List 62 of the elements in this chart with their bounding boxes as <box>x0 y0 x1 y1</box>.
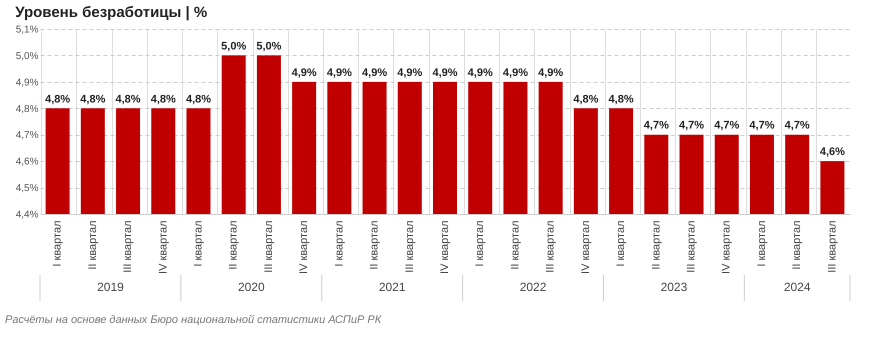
x-tick-label: I квартал <box>192 220 204 267</box>
data-label: 4,8% <box>150 93 176 106</box>
data-label: 4,8% <box>573 93 599 106</box>
text: Расчёты на основе данных Бюро национальной статистики АСПиР РК <box>5 314 382 326</box>
data-label: 4,7% <box>749 120 775 132</box>
data-label: 4,9% <box>292 66 317 79</box>
text: 2021 <box>378 280 406 294</box>
x-tick-label: II квартал <box>368 220 381 270</box>
data-label: 4,9% <box>538 66 564 79</box>
text: 2022 <box>520 280 547 294</box>
data-label: 4,8% <box>45 93 70 106</box>
data-label: 5,0% <box>221 40 246 52</box>
y-tick-label: 4,6% <box>16 156 39 168</box>
x-tick-label: I квартал <box>756 220 768 267</box>
data-label: 4,6% <box>820 146 846 158</box>
x-tick-label: IV квартал <box>298 220 310 274</box>
data-label: 4,8% <box>80 93 106 106</box>
x-tick-label: IV квартал <box>580 220 592 274</box>
x-tick-label: I квартал <box>333 220 346 267</box>
data-label: 5,0% <box>256 40 282 52</box>
text: 2024 <box>784 280 811 294</box>
data-label: 4,7% <box>644 120 670 132</box>
text: 2019 <box>97 280 124 294</box>
x-tick-label: III квартал <box>262 220 275 273</box>
x-tick-label: III квартал <box>544 220 557 273</box>
x-tick-label: III квартал <box>122 220 134 273</box>
y-tick-label: 4,9% <box>16 77 39 88</box>
x-tick-label: IV квартал <box>439 220 451 274</box>
data-label: 4,9% <box>397 66 423 79</box>
x-tick-label: III квартал <box>686 220 698 273</box>
x-tick-label: II квартал <box>650 220 662 270</box>
data-label: 4,7% <box>678 120 704 132</box>
x-tick-label: I квартал <box>474 220 486 267</box>
y-tick-label: 4,7% <box>16 130 39 142</box>
data-label: 4,9% <box>502 66 528 79</box>
data-label: 4,9% <box>362 66 388 79</box>
x-tick-label: I квартал <box>615 220 628 267</box>
x-tick-label: II квартал <box>509 220 522 270</box>
y-tick-label: 4,4% <box>16 210 39 220</box>
x-tick-label: IV квартал <box>157 220 170 274</box>
data-label: 4,9% <box>326 66 352 79</box>
data-label: 4,9% <box>468 66 493 79</box>
text: 2023 <box>660 280 688 294</box>
x-tick-label: II квартал <box>791 220 804 270</box>
text: 2020 <box>238 280 265 294</box>
data-label: 4,7% <box>714 120 740 132</box>
x-tick-label: II квартал <box>228 220 240 270</box>
data-label: 4,8% <box>116 93 141 106</box>
x-tick-label: I квартал <box>52 220 64 267</box>
chart-title: Уровень безработицы | % <box>15 4 208 21</box>
y-tick-label: 4,5% <box>16 183 39 194</box>
x-tick-label: III квартал <box>404 220 416 273</box>
x-tick-label: II квартал <box>86 220 99 270</box>
data-label: 4,9% <box>432 66 458 79</box>
x-tick-label: III квартал <box>826 220 838 273</box>
data-label: 4,8% <box>186 93 212 106</box>
y-tick-label: 5,0% <box>16 50 39 62</box>
data-label: 4,8% <box>608 93 634 106</box>
y-tick-label: 4,8% <box>16 104 39 115</box>
data-label: 4,7% <box>784 120 810 132</box>
y-tick-label: 5,1% <box>16 24 39 36</box>
x-tick-label: IV квартал <box>720 220 733 274</box>
